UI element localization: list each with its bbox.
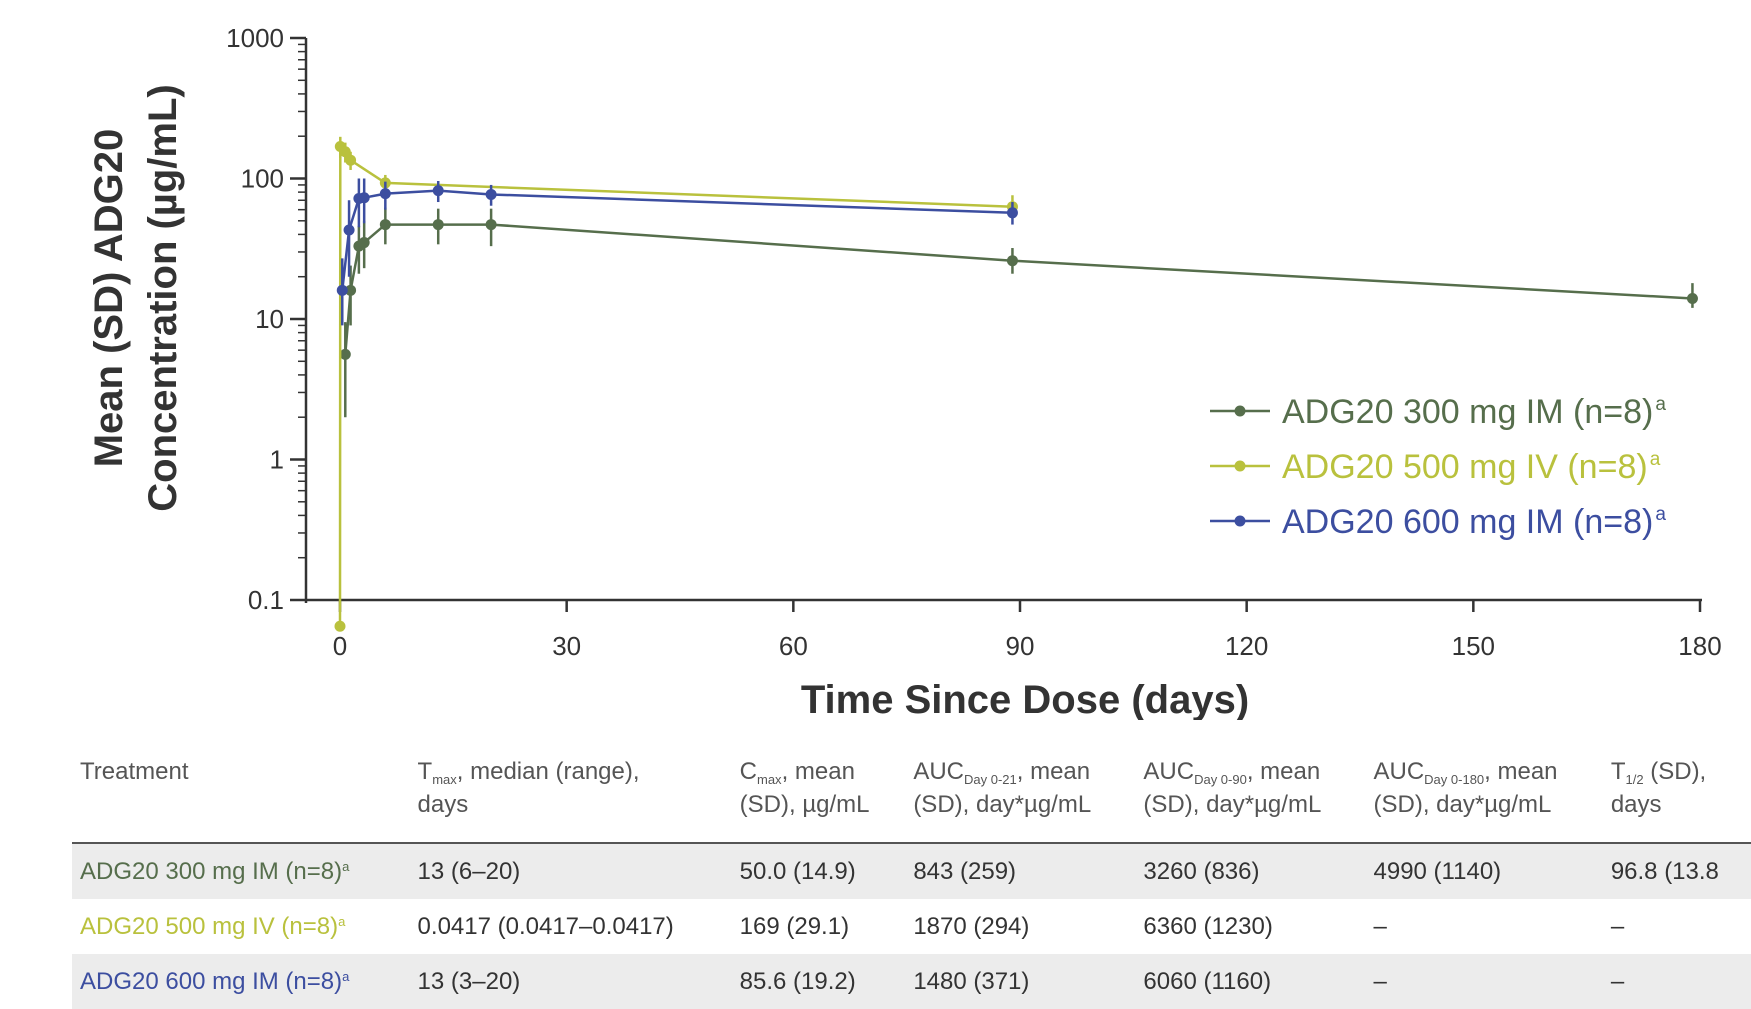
table-cell-auc180: 4990 (1140) <box>1365 843 1603 900</box>
legend-footnote-marker: a <box>1655 394 1666 415</box>
legend-label: ADG20 300 mg IM (n=8) a <box>1282 393 1666 431</box>
table-cell-thalf: 96.8 (13.8 <box>1602 843 1751 900</box>
treatment-cell: ADG20 500 mg IV (n=8)a <box>80 912 346 940</box>
treatment-cell: ADG20 600 mg IM (n=8)a <box>72 954 410 1009</box>
data-point <box>343 224 355 236</box>
table-header-cell: Cmax, mean (SD), µg/mL <box>731 750 906 845</box>
legend: ADG20 300 mg IM (n=8) a ADG20 500 mg IV (n… <box>1210 393 1666 541</box>
data-point <box>358 192 370 204</box>
data-point <box>485 219 497 231</box>
legend-footnote-marker: a <box>1650 449 1661 470</box>
table-cell-auc90: 3260 (836) <box>1135 843 1366 900</box>
pk-chart: 0.1 1 10 100 1000 0 30 60 90 120 150 180 Time Sinc… <box>87 23 1722 720</box>
x-tick-label: 60 <box>779 631 808 661</box>
y-tick-label: 0.1 <box>248 585 284 615</box>
data-point <box>345 154 357 166</box>
legend-swatch-marker <box>1234 405 1246 417</box>
data-point <box>1686 292 1698 304</box>
x-tick-label: 0 <box>333 631 347 661</box>
y-tick-label: 100 <box>241 164 284 194</box>
y-tick-label: 1 <box>270 445 284 475</box>
table-cell-tmax: 0.0417 (0.0417–0.0417) <box>417 912 674 940</box>
y-tick-label: 10 <box>255 304 284 334</box>
table-cell-auc180: – <box>1373 912 1387 940</box>
table-row: ADG20 300 mg IM (n=8)a 13 (6–20) 50.0 (14.… <box>72 843 1751 900</box>
table-header-cell: Treatment <box>72 750 410 845</box>
data-point <box>334 620 346 632</box>
data-point <box>1006 255 1018 267</box>
series-1 <box>339 207 1698 418</box>
data-point <box>485 188 497 200</box>
table-header-cell: Tmax, median (range), days <box>409 750 732 845</box>
x-axis-title: Time Since Dose (days) <box>801 678 1249 720</box>
table-cell-tmax: 13 (3–20) <box>409 954 732 1009</box>
table-cell-cmax: 85.6 (19.2) <box>731 954 906 1009</box>
table-cell-auc180: – <box>1365 954 1603 1009</box>
data-point <box>1006 207 1018 219</box>
table-cell-auc90: 6360 (1230) <box>1143 912 1273 940</box>
table-row: ADG20 600 mg IM (n=8)a 13 (3–20) 85.6 (19.… <box>72 954 1751 1009</box>
series-line <box>341 189 1013 291</box>
pk-parameters-table: Treatment Tmax, median (range), days Cmax, … <box>72 750 1751 1009</box>
series-3 <box>336 178 1018 326</box>
data-point <box>379 219 391 231</box>
table-header-cell: T1/2 (SD), days <box>1602 750 1751 845</box>
table-cell-auc90: 6060 (1160) <box>1135 954 1366 1009</box>
data-point <box>345 284 357 296</box>
treatment-cell: ADG20 300 mg IM (n=8)a <box>72 843 410 900</box>
legend-footnote-marker: a <box>1655 504 1666 525</box>
legend-label: ADG20 500 mg IV (n=8) a <box>1282 448 1661 486</box>
table-cell-thalf: – <box>1602 954 1751 1009</box>
x-tick-label: 150 <box>1452 631 1495 661</box>
data-point <box>339 146 351 158</box>
table-cell-auc21: 843 (259) <box>905 843 1136 900</box>
data-point <box>336 284 348 296</box>
legend-swatch-marker <box>1234 460 1246 472</box>
x-tick-label: 180 <box>1678 631 1721 661</box>
table-header-cell: AUCDay 0-21, mean (SD), day*µg/mL <box>905 750 1136 845</box>
series-layer <box>334 136 1698 632</box>
table-cell-tmax: 13 (6–20) <box>409 843 732 900</box>
data-point <box>358 237 370 249</box>
x-tick-label: 90 <box>1006 631 1035 661</box>
table-body: ADG20 300 mg IM (n=8)a 13 (6–20) 50.0 (14.… <box>72 843 1751 1009</box>
table-cell-thalf: – <box>1610 912 1625 940</box>
legend-label: ADG20 600 mg IM (n=8) a <box>1282 503 1666 541</box>
x-tick-label: 30 <box>552 631 581 661</box>
table-row: ADG20 500 mg IV (n=8)a 0.0417 (0.0417–0.0… <box>72 899 1751 954</box>
table-cell-auc21: 1870 (294) <box>913 912 1030 940</box>
table-cell-auc21: 1480 (371) <box>905 954 1136 1009</box>
data-point <box>339 348 351 360</box>
series-line <box>338 143 1013 627</box>
table-header-cell: AUCDay 0-90, mean (SD), day*µg/mL <box>1135 750 1366 845</box>
y-tick-label: 1000 <box>226 23 284 53</box>
data-point <box>432 185 444 197</box>
data-point <box>432 219 444 231</box>
table-header-cell: AUCDay 0-180, mean (SD), day*µg/mL <box>1365 750 1603 845</box>
y-axis: 0.1 1 10 100 1000 <box>226 23 308 615</box>
data-point <box>379 188 391 200</box>
x-axis: 0 30 60 90 120 150 180 <box>306 598 1722 661</box>
table-header-row: Treatment Tmax, median (range), days Cmax, … <box>72 750 1751 845</box>
series-line <box>344 223 1693 355</box>
legend-swatch-marker <box>1234 515 1246 527</box>
table-cell-cmax: 50.0 (14.9) <box>731 843 906 900</box>
table-cell-cmax: 169 (29.1) <box>739 912 850 940</box>
x-tick-label: 120 <box>1225 631 1268 661</box>
y-axis-title-line1: Mean (SD) ADG20 <box>87 129 131 468</box>
y-axis-title-line2: Concentration (µg/mL) <box>141 84 185 511</box>
